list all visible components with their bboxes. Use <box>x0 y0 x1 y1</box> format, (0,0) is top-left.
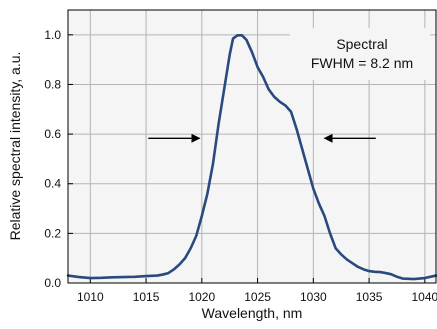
y-tick-label: 0.0 <box>44 276 61 290</box>
x-axis-title: Wavelength, nm <box>202 305 303 321</box>
x-tick-labels: 1010 1015 1020 1025 1030 1035 1040 <box>77 290 437 304</box>
annotation-line-1: Spectral <box>336 36 387 52</box>
y-axis-title: Relative spectral intensity, a.u. <box>7 52 23 241</box>
y-tick-labels: 0.0 0.2 0.4 0.6 0.8 1.0 <box>44 28 61 290</box>
y-tick-label: 0.2 <box>44 226 61 240</box>
x-tick-label: 1030 <box>300 290 327 304</box>
x-tick-label: 1035 <box>356 290 383 304</box>
x-tick-label: 1020 <box>188 290 215 304</box>
y-tick-label: 0.6 <box>44 127 61 141</box>
y-tick-label: 0.4 <box>44 177 61 191</box>
annotation-line-2: FWHM = 8.2 nm <box>311 55 413 71</box>
spectrum-line <box>66 34 437 281</box>
y-tick-label: 1.0 <box>44 28 61 42</box>
plot-frame <box>67 9 437 284</box>
y-tick-label: 0.8 <box>44 77 61 91</box>
grid <box>68 10 436 283</box>
series-layer <box>66 34 437 281</box>
annotation-background <box>290 28 430 80</box>
x-tick-label: 1010 <box>77 290 104 304</box>
x-tick-label: 1040 <box>411 290 437 304</box>
x-tick-label: 1025 <box>244 290 271 304</box>
x-tick-label: 1015 <box>133 290 160 304</box>
